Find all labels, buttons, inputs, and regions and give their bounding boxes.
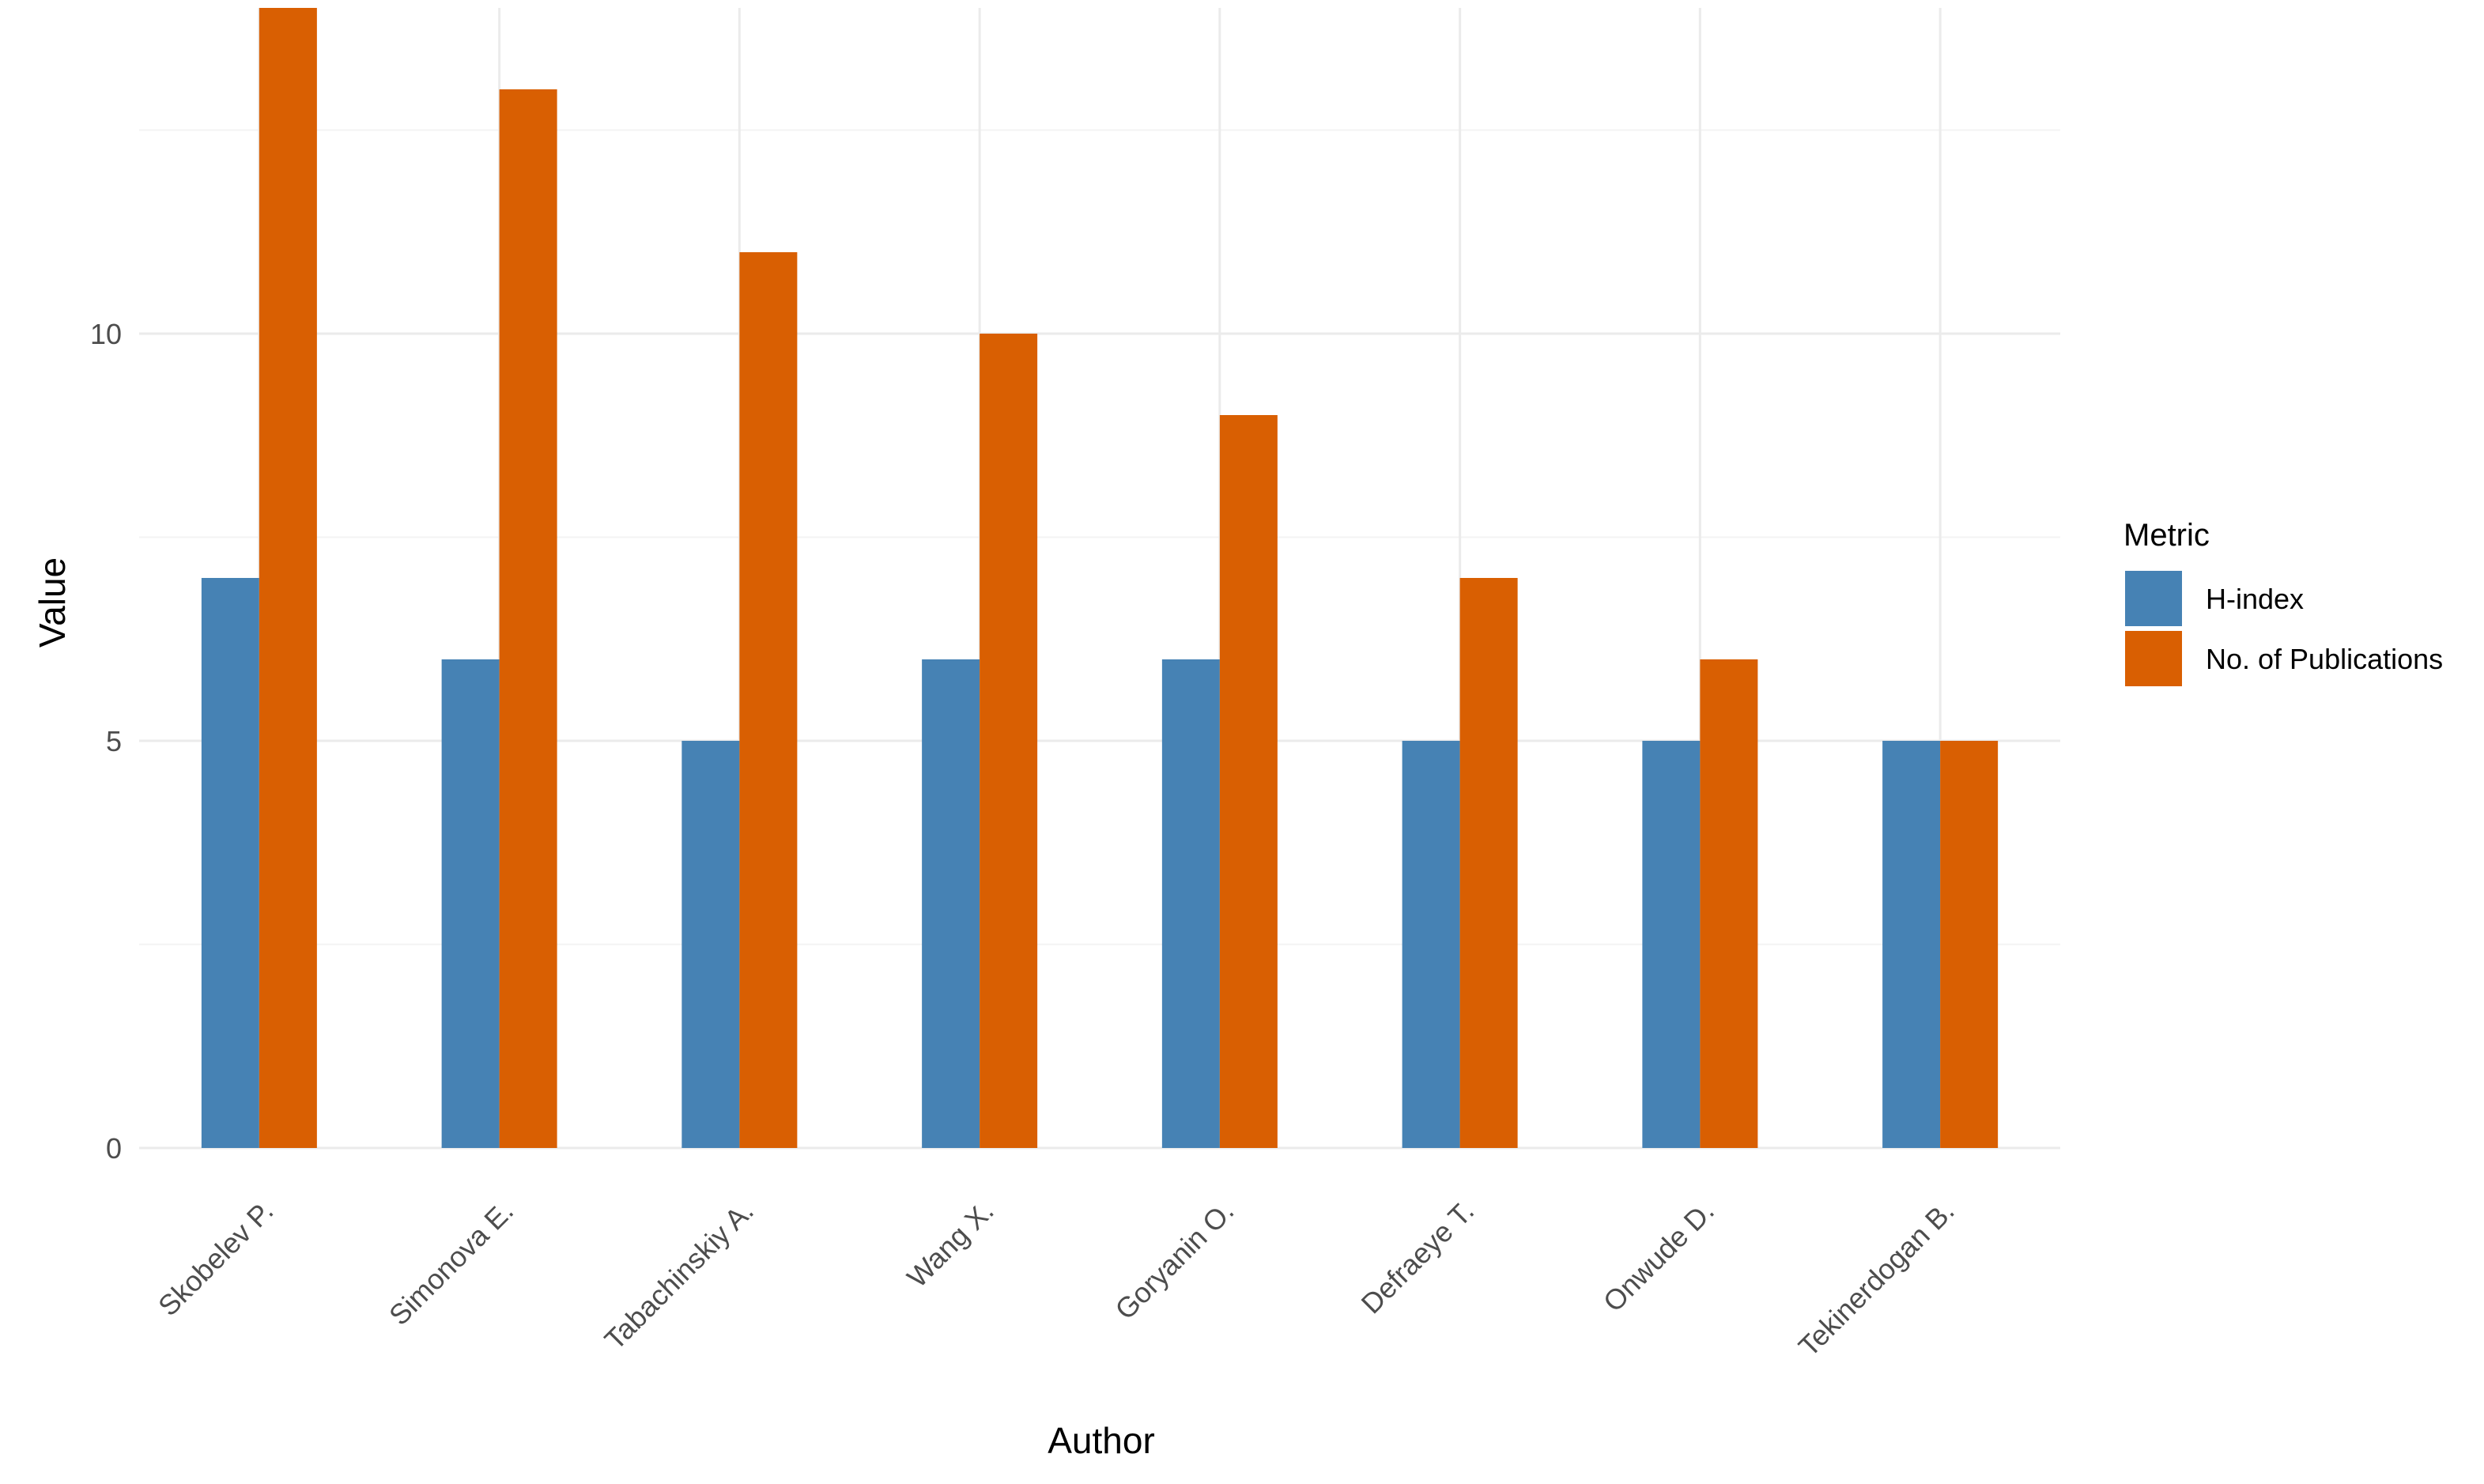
legend-label: H-index <box>2206 583 2304 615</box>
bar-no-of-publications <box>1219 415 1278 1148</box>
x-tick-label: Wang X. <box>900 1195 1000 1294</box>
y-tick-label: 0 <box>106 1132 122 1165</box>
legend-swatch <box>2125 631 2182 686</box>
bar-no-of-publications <box>980 334 1038 1148</box>
y-tick-label: 10 <box>90 318 122 350</box>
bar-h-index <box>922 659 980 1148</box>
x-tick-label: Defraeye T. <box>1355 1195 1481 1320</box>
x-tick-label: Onwude D. <box>1597 1195 1720 1318</box>
bar-no-of-publications <box>1700 659 1758 1148</box>
y-tick-label: 5 <box>106 725 122 757</box>
legend: Metric H-index No. of Publications <box>2123 518 2443 686</box>
legend-swatch <box>2125 571 2182 626</box>
grid-lines <box>139 8 2060 1150</box>
bar-no-of-publications <box>739 252 798 1148</box>
bar-h-index <box>1642 741 1701 1148</box>
bar-h-index <box>1402 741 1460 1148</box>
x-axis-title: Author <box>1048 1420 1155 1461</box>
legend-label: No. of Publications <box>2206 643 2443 675</box>
bar-no-of-publications <box>259 8 317 1148</box>
legend-title: Metric <box>2123 518 2210 553</box>
x-tick-labels: Skobelev P. Simonova E. Tabachinskiy A. Wan… <box>152 1195 1961 1363</box>
x-tick-label: Tabachinskiy A. <box>598 1195 760 1356</box>
bars <box>201 8 1999 1148</box>
x-tick-label: Goryanin O. <box>1108 1195 1240 1326</box>
bar-h-index <box>1882 741 1941 1148</box>
x-tick-label: Skobelev P. <box>152 1195 280 1323</box>
bar-no-of-publications <box>499 89 557 1148</box>
x-tick-label: Simonova E. <box>383 1195 519 1331</box>
bar-h-index <box>441 659 500 1148</box>
x-tick-label: Tekinerdogan B. <box>1792 1195 1961 1363</box>
bar-h-index <box>681 741 740 1148</box>
bar-h-index <box>1161 659 1220 1148</box>
bar-no-of-publications <box>1459 578 1518 1148</box>
bar-no-of-publications <box>1940 741 1999 1148</box>
y-tick-labels: 0 5 10 <box>90 318 122 1165</box>
y-axis-title: Value <box>32 557 73 648</box>
bar-h-index <box>201 578 259 1148</box>
